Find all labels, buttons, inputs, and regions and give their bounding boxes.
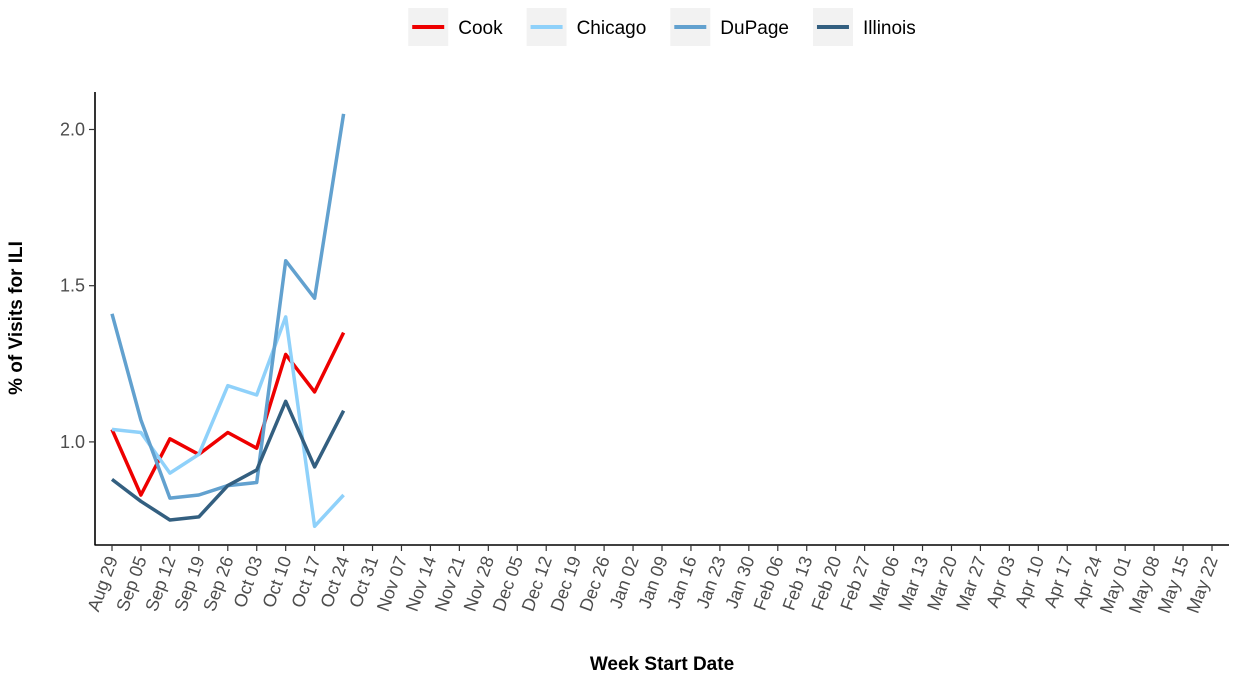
y-axis-label: % of Visits for ILI [6, 241, 27, 395]
legend-label: DuPage [720, 18, 789, 39]
y-tick-label: 2.0 [60, 119, 85, 139]
line [111, 315, 345, 529]
x-axis-label: Week Start Date [590, 654, 734, 675]
legend-label: Illinois [863, 18, 916, 39]
y-tick-label: 1.5 [60, 276, 85, 296]
line [110, 399, 346, 522]
legend-label: Chicago [577, 18, 647, 39]
line [110, 331, 346, 497]
legend: Cook Chicago DuPage Illinois [408, 8, 916, 46]
legend-label: Cook [458, 18, 503, 39]
line [110, 113, 346, 500]
y-tick-label: 1.0 [60, 432, 85, 452]
